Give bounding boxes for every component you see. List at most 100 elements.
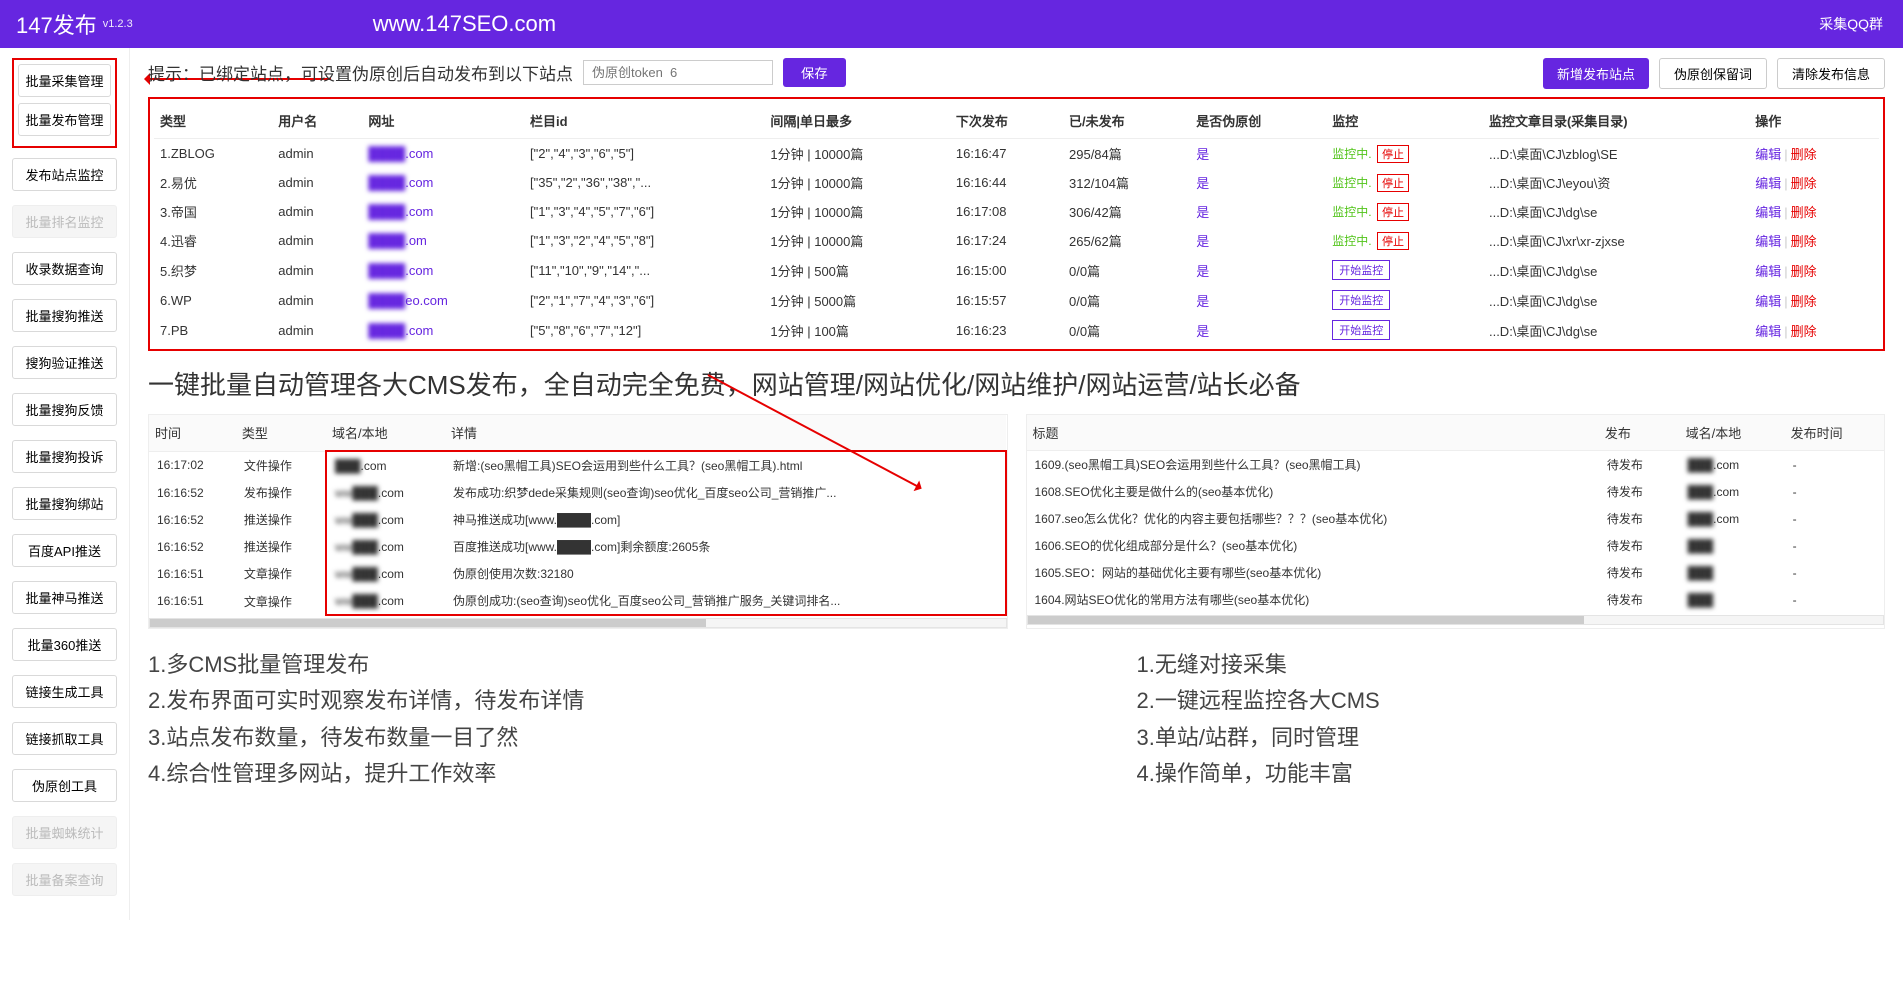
table-row: 3.帝国admin████.com["1","3","4","5","7","6… <box>154 197 1879 226</box>
sidebar-publish-manage[interactable]: 批量发布管理 <box>18 103 111 136</box>
log-row: 16:16:52推送操作ww███.com百度推送成功[www.████.com… <box>149 533 1006 560</box>
log-row: 1607.seo怎么优化？优化的内容主要包括哪些？？？(seo基本优化)待发布█… <box>1027 505 1885 532</box>
header-site: www.147SEO.com <box>373 11 556 37</box>
features-left: 1.多CMS批量管理发布2.发布界面可实时观察发布详情，待发布详情3.站点发布数… <box>148 647 897 792</box>
sidebar-item-0[interactable]: 发布站点监控 <box>12 158 117 191</box>
delete-link[interactable]: 删除 <box>1791 234 1817 249</box>
table-row: 5.织梦admin████.com["11","10","9","14","..… <box>154 255 1879 285</box>
log-row: 1609.(seo黑帽工具)SEO会运用到些什么工具？(seo黑帽工具)待发布█… <box>1027 451 1885 479</box>
table-row: 6.WPadmin████eo.com["2","1","7","4","3",… <box>154 285 1879 315</box>
tip-text: 提示：已绑定站点，可设置伪原创后自动发布到以下站点 <box>148 60 573 85</box>
edit-link[interactable]: 编辑 <box>1755 264 1781 279</box>
stop-button[interactable]: 停止 <box>1377 145 1409 163</box>
table-row: 2.易优admin████.com["35","2","36","38","..… <box>154 168 1879 197</box>
sidebar-item-1: 批量排名监控 <box>12 205 117 238</box>
delete-link[interactable]: 删除 <box>1791 147 1817 162</box>
log-row: 16:16:51文章操作ww███.com伪原创成功:(seo查询)seo优化_… <box>149 587 1006 615</box>
log-row: 16:16:52推送操作ww███.com神马推送成功[www.████.com… <box>149 506 1006 533</box>
keep-words-button[interactable]: 伪原创保留词 <box>1659 58 1767 89</box>
sidebar-item-11[interactable]: 链接生成工具 <box>12 675 117 708</box>
stop-button[interactable]: 停止 <box>1377 232 1409 250</box>
col-header: 用户名 <box>272 103 362 139</box>
start-monitor-button[interactable]: 开始监控 <box>1332 260 1390 280</box>
delete-link[interactable]: 删除 <box>1791 264 1817 279</box>
qq-group-link[interactable]: 采集QQ群 <box>1819 14 1883 34</box>
monitor-status: 监控中. <box>1332 147 1375 161</box>
sidebar-item-12[interactable]: 链接抓取工具 <box>12 722 117 755</box>
col-header: 栏目id <box>524 103 764 139</box>
table-row: 1.ZBLOGadmin████.com["2","4","3","6","5"… <box>154 139 1879 169</box>
scrollbar[interactable] <box>149 618 1007 628</box>
scrollbar[interactable] <box>1027 615 1885 625</box>
table-row: 7.PBadmin████.com["5","8","6","7","12"]1… <box>154 315 1879 345</box>
sidebar-item-3[interactable]: 批量搜狗推送 <box>12 299 117 332</box>
sidebar-collect-manage[interactable]: 批量采集管理 <box>18 64 111 97</box>
log-row: 1606.SEO的优化组成部分是什么？(seo基本优化)待发布███- <box>1027 532 1885 559</box>
feature-line: 3.单站/站群，同时管理 <box>1137 720 1886 756</box>
log-panel-left: 时间类型域名/本地详情 16:17:02文件操作███.com新增:(seo黑帽… <box>148 414 1008 629</box>
delete-link[interactable]: 删除 <box>1791 294 1817 309</box>
highlight-box-sidebar: 批量采集管理 批量发布管理 <box>12 58 117 148</box>
main-heading: 一键批量自动管理各大CMS发布，全自动完全免费，网站管理/网站优化/网站维护/网… <box>148 365 1885 402</box>
sidebar-item-6[interactable]: 批量搜狗投诉 <box>12 440 117 473</box>
log-row: 1608.SEO优化主要是做什么的(seo基本优化)待发布███.com- <box>1027 478 1885 505</box>
monitor-status: 监控中. <box>1332 205 1375 219</box>
col-header: 监控文章目录(采集目录) <box>1483 103 1749 139</box>
table-row: 4.迅睿admin████.om["1","3","2","4","5","8"… <box>154 226 1879 255</box>
clear-info-button[interactable]: 清除发布信息 <box>1777 58 1885 89</box>
col-header: 网址 <box>362 103 524 139</box>
delete-link[interactable]: 删除 <box>1791 324 1817 339</box>
sidebar-item-13[interactable]: 伪原创工具 <box>12 769 117 802</box>
start-monitor-button[interactable]: 开始监控 <box>1332 320 1390 340</box>
feature-line: 2.一键远程监控各大CMS <box>1137 683 1886 719</box>
edit-link[interactable]: 编辑 <box>1755 234 1781 249</box>
token-input[interactable] <box>583 60 773 85</box>
edit-link[interactable]: 编辑 <box>1755 205 1781 220</box>
sidebar: 批量采集管理 批量发布管理 发布站点监控批量排名监控收录数据查询批量搜狗推送搜狗… <box>0 48 130 920</box>
edit-link[interactable]: 编辑 <box>1755 147 1781 162</box>
stop-button[interactable]: 停止 <box>1377 174 1409 192</box>
col-header: 间隔|单日最多 <box>764 103 950 139</box>
feature-line: 1.无缝对接采集 <box>1137 647 1886 683</box>
sidebar-item-4[interactable]: 搜狗验证推送 <box>12 346 117 379</box>
sidebar-item-14: 批量蜘蛛统计 <box>12 816 117 849</box>
highlight-box-table: 类型用户名网址栏目id间隔|单日最多下次发布已/未发布是否伪原创监控监控文章目录… <box>148 97 1885 351</box>
feature-line: 4.综合性管理多网站，提升工作效率 <box>148 756 897 792</box>
app-title: 147发布 <box>16 8 97 40</box>
col-header: 下次发布 <box>950 103 1063 139</box>
col-header: 已/未发布 <box>1063 103 1190 139</box>
log-panel-right: 标题发布域名/本地发布时间 1609.(seo黑帽工具)SEO会运用到些什么工具… <box>1026 414 1886 629</box>
sidebar-item-8[interactable]: 百度API推送 <box>12 534 117 567</box>
edit-link[interactable]: 编辑 <box>1755 294 1781 309</box>
sidebar-item-15: 批量备案查询 <box>12 863 117 896</box>
edit-link[interactable]: 编辑 <box>1755 324 1781 339</box>
feature-line: 2.发布界面可实时观察发布详情，待发布详情 <box>148 683 897 719</box>
feature-line: 4.操作简单，功能丰富 <box>1137 756 1886 792</box>
add-site-button[interactable]: 新增发布站点 <box>1543 58 1649 89</box>
feature-line: 3.站点发布数量，待发布数量一目了然 <box>148 720 897 756</box>
app-version: v1.2.3 <box>103 18 133 30</box>
sidebar-item-5[interactable]: 批量搜狗反馈 <box>12 393 117 426</box>
features-right: 1.无缝对接采集2.一键远程监控各大CMS3.单站/站群，同时管理4.操作简单，… <box>937 647 1886 792</box>
sidebar-item-7[interactable]: 批量搜狗绑站 <box>12 487 117 520</box>
monitor-status: 监控中. <box>1332 234 1375 248</box>
col-header: 是否伪原创 <box>1190 103 1326 139</box>
log-row: 16:16:51文章操作ww███.com伪原创使用次数:32180 <box>149 560 1006 587</box>
delete-link[interactable]: 删除 <box>1791 205 1817 220</box>
edit-link[interactable]: 编辑 <box>1755 176 1781 191</box>
log-row: 16:16:52发布操作ww███.com发布成功:织梦dede采集规则(seo… <box>149 479 1006 506</box>
save-button[interactable]: 保存 <box>783 58 846 87</box>
main-panel: 提示：已绑定站点，可设置伪原创后自动发布到以下站点 保存 新增发布站点 伪原创保… <box>130 48 1903 920</box>
sidebar-item-2[interactable]: 收录数据查询 <box>12 252 117 285</box>
col-header: 类型 <box>154 103 272 139</box>
col-header: 监控 <box>1326 103 1483 139</box>
header-bar: 147发布 v1.2.3 www.147SEO.com 采集QQ群 <box>0 0 1903 48</box>
sidebar-item-10[interactable]: 批量360推送 <box>12 628 117 661</box>
col-header: 操作 <box>1749 103 1879 139</box>
log-row: 1604.网站SEO优化的常用方法有哪些(seo基本优化)待发布███- <box>1027 586 1885 613</box>
log-row: 1605.SEO：网站的基础优化主要有哪些(seo基本优化)待发布███- <box>1027 559 1885 586</box>
start-monitor-button[interactable]: 开始监控 <box>1332 290 1390 310</box>
stop-button[interactable]: 停止 <box>1377 203 1409 221</box>
delete-link[interactable]: 删除 <box>1791 176 1817 191</box>
sidebar-item-9[interactable]: 批量神马推送 <box>12 581 117 614</box>
